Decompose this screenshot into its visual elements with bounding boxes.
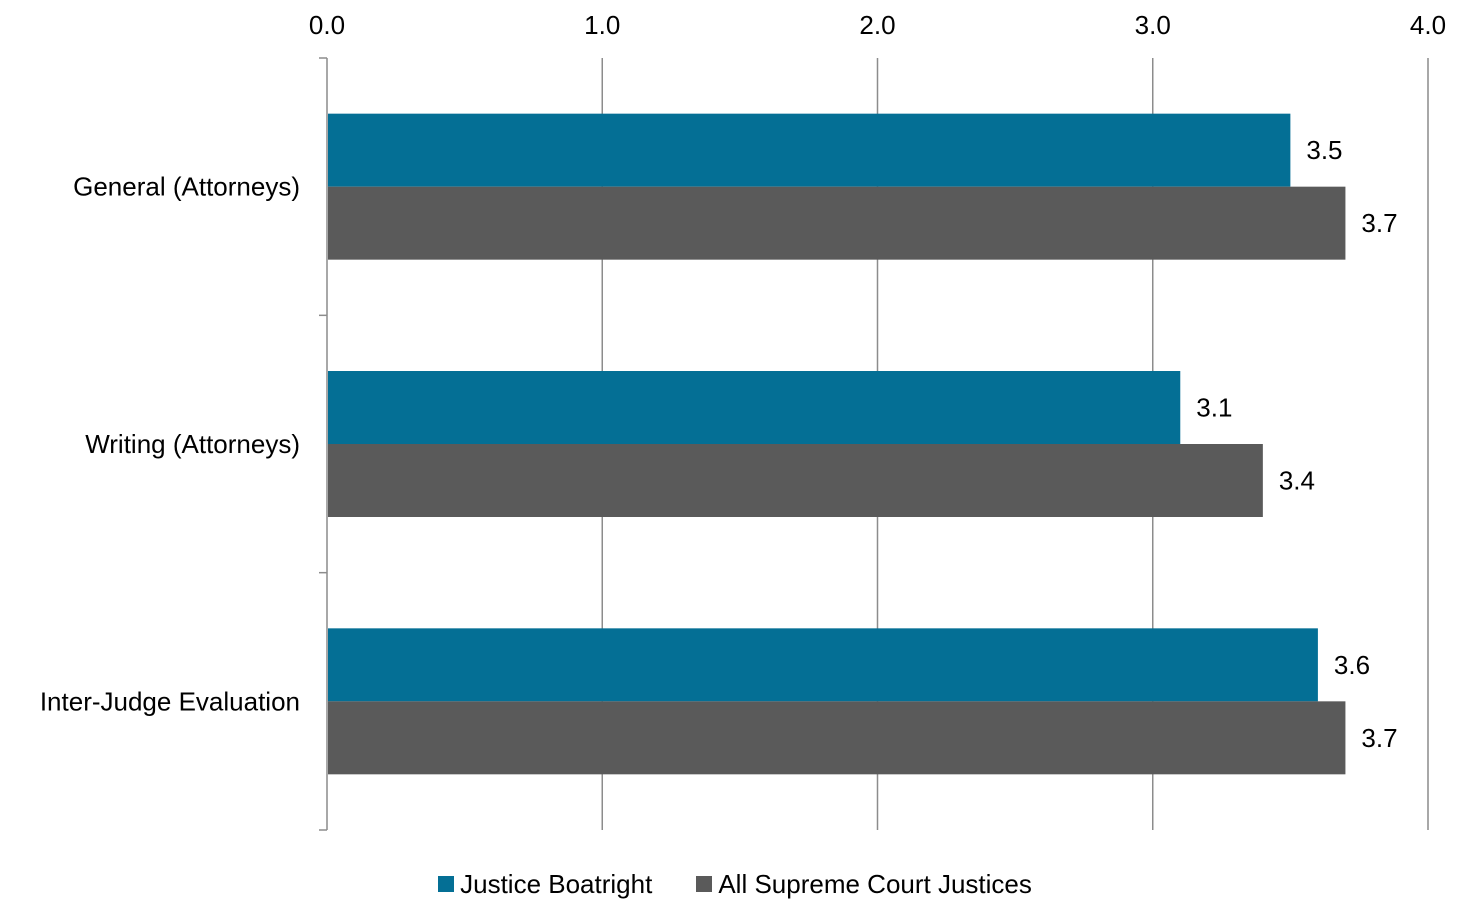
legend-item-all-justices: All Supreme Court Justices	[696, 869, 1032, 900]
x-tick-label: 3.0	[1135, 10, 1171, 40]
legend-swatch-all-justices	[696, 876, 713, 892]
data-label: 3.5	[1306, 135, 1342, 165]
legend-item-justice-boatright: Justice Boatright	[438, 869, 652, 900]
legend-label-all-justices: All Supreme Court Justices	[718, 868, 1032, 899]
data-label: 3.6	[1334, 650, 1370, 680]
data-label: 3.1	[1196, 393, 1232, 423]
x-tick-label: 4.0	[1410, 10, 1446, 40]
data-label: 3.7	[1361, 723, 1397, 753]
data-label: 3.4	[1279, 466, 1315, 496]
x-tick-label: 0.0	[309, 10, 345, 40]
data-label: 3.7	[1361, 208, 1397, 238]
bar	[328, 701, 1346, 775]
x-tick-label: 1.0	[584, 10, 620, 40]
category-label: Inter-Judge Evaluation	[40, 686, 300, 716]
category-label: Writing (Attorneys)	[85, 429, 300, 459]
bar	[328, 628, 1318, 702]
category-label: General (Attorneys)	[73, 172, 300, 202]
legend-label-justice-boatright: Justice Boatright	[460, 868, 653, 899]
bar	[328, 186, 1346, 260]
bar	[328, 371, 1181, 444]
bar	[328, 444, 1263, 517]
legend: Justice Boatright All Supreme Court Just…	[0, 864, 1470, 904]
bar	[328, 113, 1291, 187]
x-tick-label: 2.0	[859, 10, 895, 40]
legend-swatch-justice-boatright	[438, 876, 455, 892]
